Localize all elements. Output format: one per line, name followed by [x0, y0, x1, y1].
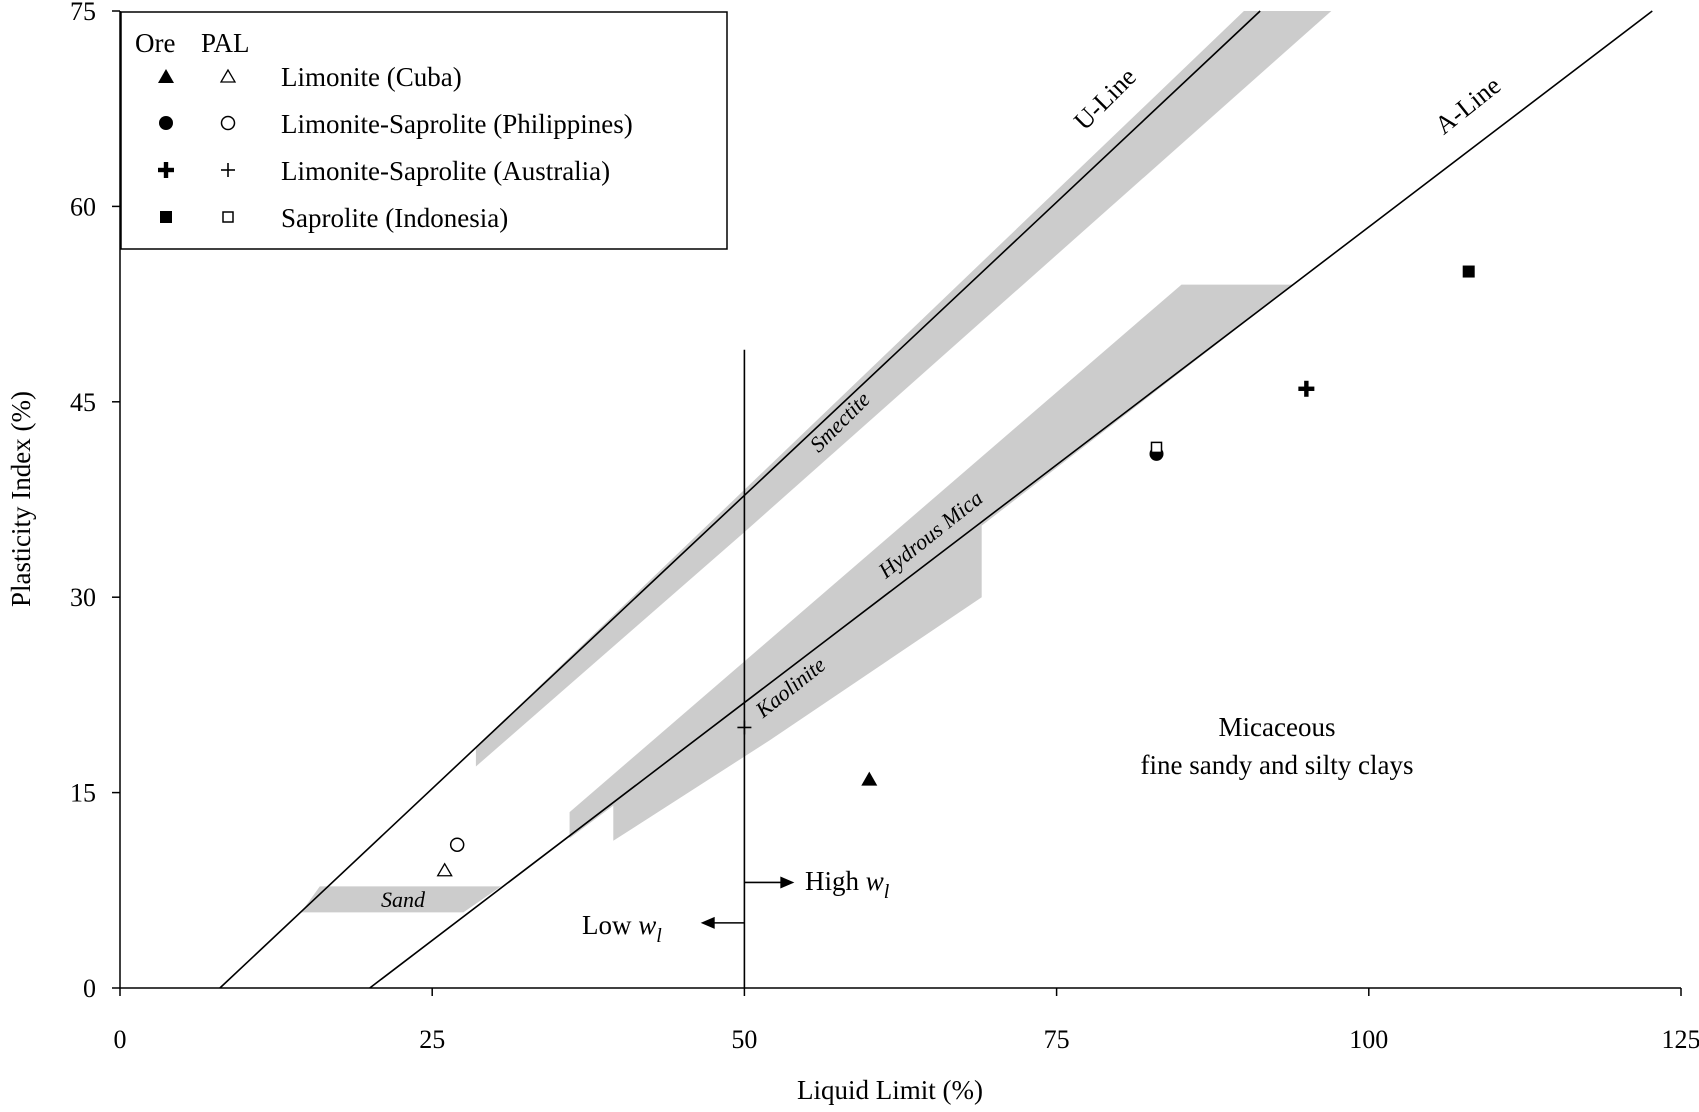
point-pal-saprolite-indonesia [1150, 441, 1163, 454]
point-ore-limonite-saprolite-australia [1298, 380, 1315, 397]
y-tick-label: 15 [70, 779, 96, 808]
high-wl-sub: l [884, 881, 890, 903]
y-axis-label: Plasticity Index (%) [6, 391, 36, 607]
u-line [219, 10, 1261, 989]
legend-entry-australia: Limonite-Saprolite (Australia) [281, 156, 610, 186]
legend-entry-indonesia: Saprolite (Indonesia) [281, 203, 508, 233]
ticks-layer: 0 25 50 75 100 125 0 15 30 45 60 75 [70, 0, 1699, 1054]
legend-col-ore: Ore [135, 28, 175, 58]
legend-box [120, 11, 728, 250]
legend-marker-pal [219, 68, 237, 83]
reference-lines-layer [219, 10, 1653, 989]
high-wl-sym: w [866, 866, 884, 896]
low-wl-text: Low [582, 910, 638, 940]
sand-label: Sand [381, 887, 426, 912]
y-tick-label: 75 [70, 0, 96, 26]
zone-hydrous-mica [569, 284, 1294, 841]
legend-markers [158, 68, 237, 223]
legend-marker-pal [220, 115, 236, 131]
x-axis-label: Liquid Limit (%) [797, 1075, 983, 1105]
point-pal-limonite-saprolite-philippines [449, 837, 465, 852]
point-ore-saprolite-indonesia [1462, 265, 1475, 278]
legend-marker-pal [222, 211, 234, 223]
y-tick-label: 45 [70, 388, 96, 417]
point-ore-limonite-cuba [861, 771, 878, 786]
x-tick-label: 25 [419, 1025, 445, 1054]
high-wl-arrow-head [780, 876, 795, 889]
region-label-line2: fine sandy and silty clays [1141, 750, 1414, 780]
legend-marker-ore [160, 211, 172, 223]
low-wl-sub: l [656, 925, 662, 947]
point-pal-limonite-cuba [436, 862, 453, 877]
x-tick-label: 100 [1349, 1025, 1388, 1054]
x-tick-label: 75 [1044, 1025, 1070, 1054]
zones-layer [301, 11, 1332, 913]
high-wl-label: High wl [805, 866, 890, 903]
zone-smectite [475, 11, 1332, 767]
y-tick-label: 60 [70, 192, 96, 221]
legend-marker-ore [158, 162, 174, 178]
high-wl-text: High [805, 866, 866, 896]
x-tick-label: 50 [731, 1025, 757, 1054]
y-tick-label: 30 [70, 583, 96, 612]
legend-entry-philippines: Limonite-Saprolite (Philippines) [281, 109, 633, 139]
y-tick-label: 0 [83, 974, 96, 1003]
legend-marker-pal [221, 163, 235, 177]
legend-entry-limonite-cuba: Limonite (Cuba) [281, 62, 462, 92]
legend-marker-ore [158, 69, 174, 83]
a-line [369, 10, 1653, 989]
points-layer [436, 265, 1475, 877]
x-tick-label: 125 [1662, 1025, 1699, 1054]
legend-col-pal: PAL [201, 28, 250, 58]
x-tick-label: 0 [114, 1025, 127, 1054]
wl-arrows-layer [700, 876, 795, 929]
low-wl-arrow-head [700, 916, 715, 929]
point-pal-limonite-saprolite-australia [737, 720, 752, 735]
zone-sand [301, 886, 501, 913]
low-wl-label: Low wl [582, 910, 662, 947]
a-line-label: A-Line [1429, 71, 1506, 140]
legend-marker-ore [159, 116, 173, 130]
low-wl-sym: w [638, 910, 656, 940]
legend: Ore PAL Limonite (Cuba) Limonite-Saproli… [120, 11, 728, 250]
region-label-line1: Micaceous [1219, 712, 1336, 742]
